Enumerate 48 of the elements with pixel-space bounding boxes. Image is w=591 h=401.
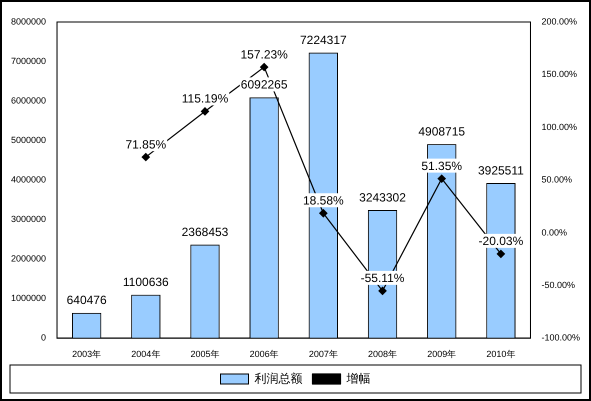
data-label: 640476 xyxy=(66,293,107,308)
y-tick-label: 5000000 xyxy=(10,135,46,146)
point xyxy=(319,209,328,218)
x-tick-label: 2010年 xyxy=(486,349,516,360)
y2-tick-label: -50.00% xyxy=(541,280,576,290)
data-label: 6092265 xyxy=(240,78,288,92)
data-label: 3925511 xyxy=(478,163,524,178)
data-label: 157.23% xyxy=(240,47,288,62)
data-label: 2368453 xyxy=(182,224,229,239)
y2-tick-label: 150.00% xyxy=(541,69,578,80)
x-tick-label: 2008年 xyxy=(368,349,398,360)
x-tick-label: 2003年 xyxy=(72,349,102,360)
data-label: 51.35% xyxy=(421,158,462,173)
y2-tick-label: 100.00% xyxy=(541,122,578,132)
x-tick-label: 2009年 xyxy=(427,349,456,360)
data-label: -20.03% xyxy=(478,234,524,248)
point xyxy=(438,174,446,183)
x-tick-label: 2005年 xyxy=(190,349,220,360)
point xyxy=(496,250,505,258)
data-label: 115.19% xyxy=(182,92,229,106)
point xyxy=(142,152,150,162)
x-tick-label: 2007年 xyxy=(308,349,338,360)
y-tick-label: 6000000 xyxy=(10,96,46,106)
y-tick-label: 1000000 xyxy=(10,293,46,304)
data-label: 71.85% xyxy=(125,137,166,152)
x-tick-label: 2006年 xyxy=(250,349,279,360)
data-label: 3243302 xyxy=(359,190,406,204)
y2-tick-label: 50.00% xyxy=(541,174,572,185)
data-label: -55.11% xyxy=(360,271,405,286)
y-tick-label: 0 xyxy=(41,332,46,343)
y-tick-label: 2000000 xyxy=(10,254,46,264)
y2-tick-label: 200.00% xyxy=(541,16,578,26)
y-tick-label: 4000000 xyxy=(10,174,46,185)
data-label: 18.58% xyxy=(302,194,344,208)
legend-label: 利润总额 xyxy=(254,371,302,386)
data-label: 4908715 xyxy=(418,124,466,138)
y-tick-label: 3000000 xyxy=(10,214,46,224)
point xyxy=(260,62,268,72)
y-tick-label: 7000000 xyxy=(10,56,46,66)
point xyxy=(200,107,210,116)
y2-tick-label: 0.00% xyxy=(541,227,568,238)
data-label: 7224317 xyxy=(300,32,348,47)
x-tick-label: 2004年 xyxy=(131,349,160,360)
y-tick-label: 8000000 xyxy=(10,16,46,26)
point xyxy=(378,286,387,295)
y2-tick-label: -100.00% xyxy=(541,332,580,343)
legend-label: 增幅 xyxy=(346,371,370,386)
data-label: 1100636 xyxy=(122,275,170,290)
